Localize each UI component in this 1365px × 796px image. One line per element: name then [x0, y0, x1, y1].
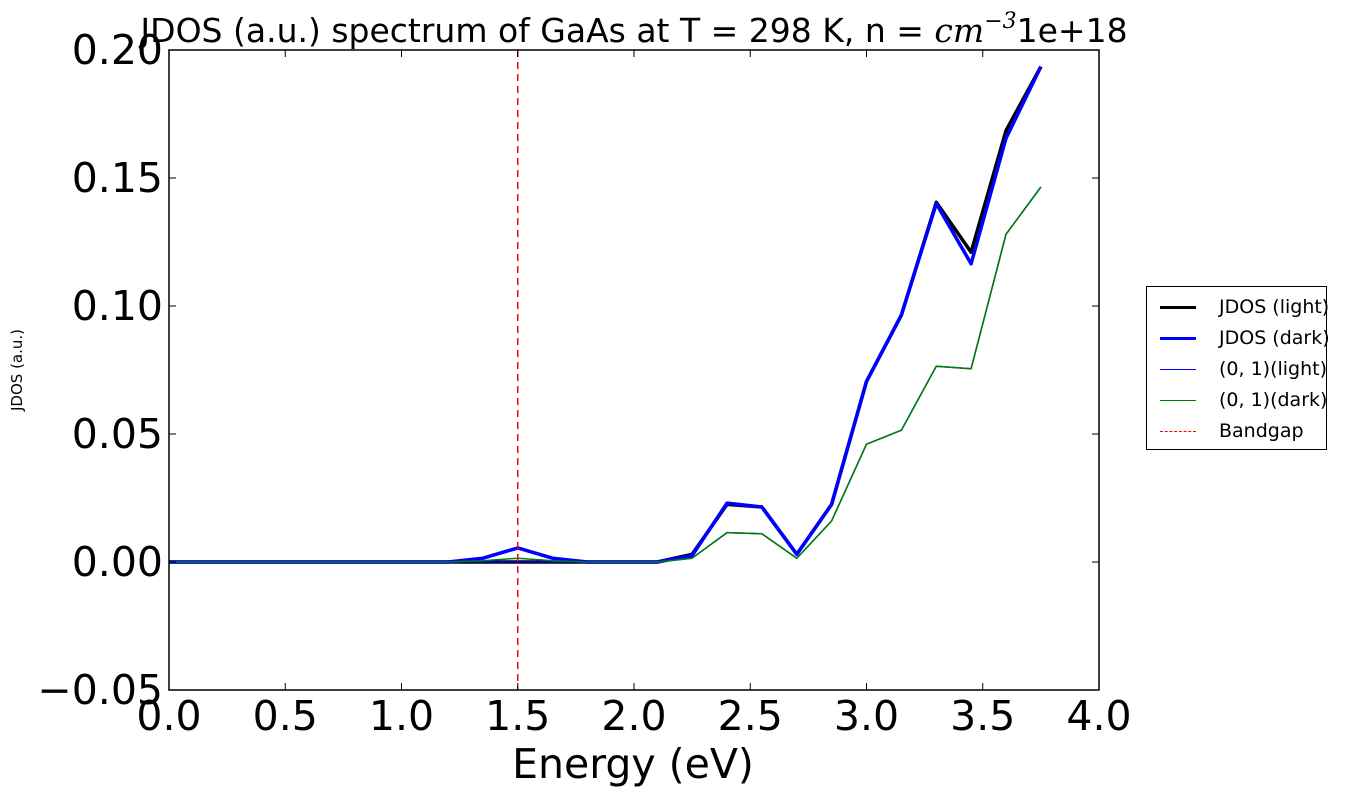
series-line-1: [169, 65, 1043, 564]
x-tick-label: 2.5: [718, 692, 783, 740]
legend-item-jdos-dark: JDOS (dark): [1147, 327, 1330, 349]
legend-item-01-dark: (0, 1)(dark): [1147, 389, 1328, 411]
legend-swatch-01-light: [1160, 369, 1196, 370]
y-axis-label: JDOS (a.u.): [8, 329, 26, 412]
x-tick-label: 2.0: [601, 692, 666, 740]
title-unit-base: cm: [934, 11, 984, 50]
plot-area: [169, 50, 1043, 690]
legend-item-jdos-light: JDOS (light): [1147, 296, 1330, 318]
x-tick-label: 1.5: [485, 692, 550, 740]
legend-label-jdos-dark: JDOS (dark): [1219, 327, 1330, 349]
legend-label-01-dark: (0, 1)(dark): [1219, 389, 1328, 411]
series-line-2: [169, 186, 1042, 563]
legend-swatch-01-dark: [1160, 400, 1196, 401]
x-tick-label: 4.0: [1066, 692, 1131, 740]
x-tick-label: 3.5: [950, 692, 1015, 740]
legend-label-01-light: (0, 1)(light): [1219, 358, 1328, 380]
axes-frame: [168, 49, 1100, 691]
title-prefix: JDOS (a.u.) spectrum of GaAs at T = 298 …: [138, 11, 934, 50]
axes: [168, 49, 1100, 691]
legend-swatch-jdos-dark: [1160, 337, 1196, 340]
y-tick-label: 0.00: [72, 538, 163, 586]
legend-label-bandgap: Bandgap: [1219, 420, 1304, 442]
y-tick-label: 0.10: [72, 282, 163, 330]
x-tick-label: 1.0: [369, 692, 434, 740]
legend-label-jdos-light: JDOS (light): [1219, 296, 1330, 318]
legend-item-bandgap: Bandgap: [1147, 420, 1326, 442]
legend-swatch-jdos-light: [1160, 306, 1196, 309]
y-tick-label: 0.05: [72, 410, 163, 458]
y-tick-label: 0.15: [72, 154, 163, 202]
series-line-3: [169, 186, 1042, 563]
series-line-0: [169, 65, 1043, 564]
chart-title: JDOS (a.u.) spectrum of GaAs at T = 298 …: [138, 9, 1127, 50]
legend: JDOS (light) JDOS (dark) (0, 1)(light) (…: [1146, 286, 1330, 450]
x-tick-label: 3.0: [834, 692, 899, 740]
x-tick-label: 0.0: [136, 692, 201, 740]
title-suffix: 1e+18: [1017, 11, 1128, 50]
title-unit-exp: −3: [984, 9, 1016, 34]
legend-swatch-bandgap: [1160, 431, 1196, 432]
ticks: 0.0 0.5 1.0 1.5 2.0 2.5 3.0 3.5 4.0 −0.05 0.00 0.05…: [37, 26, 1131, 740]
legend-item-01-light: (0, 1)(light): [1147, 358, 1328, 380]
y-tick-label: −0.05: [37, 666, 163, 714]
x-tick-label: 0.5: [253, 692, 318, 740]
y-tick-label: 0.20: [72, 26, 163, 74]
x-axis-label: Energy (eV): [512, 740, 754, 788]
